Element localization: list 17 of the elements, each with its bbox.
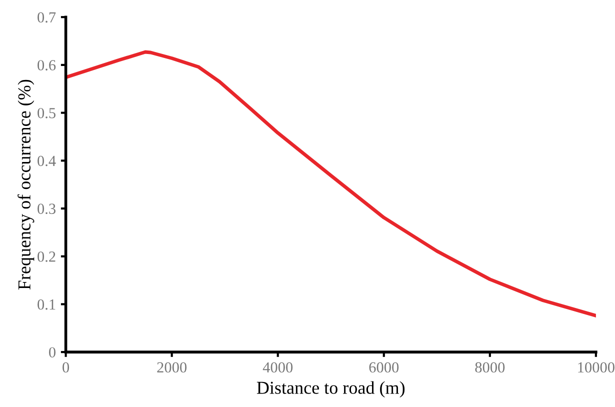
y-tick-label: 0 — [49, 347, 56, 358]
y-tick-label: 0.4 — [38, 156, 56, 166]
x-tick-label: 2000 — [157, 362, 187, 373]
line-series — [66, 50, 596, 318]
y-tick-label: 0.2 — [38, 251, 56, 262]
x-tick-label: 6000 — [369, 362, 399, 373]
y-tick-label: 0.3 — [38, 204, 56, 214]
x-axis-title: Distance to road (m) — [256, 381, 405, 398]
x-tick-label: 10000 — [578, 362, 614, 373]
y-tick-label: 0.6 — [38, 60, 56, 70]
y-axis-title: Frequency of occurrence (%) — [18, 80, 34, 290]
y-tick-label: 0.1 — [38, 299, 56, 310]
x-tick-label: 8000 — [475, 362, 505, 373]
y-tick-label: 0.5 — [38, 108, 56, 118]
x-tick-label: 0 — [62, 362, 70, 373]
x-tick-label: 4000 — [262, 362, 293, 373]
y-tick-label: 0.7 — [38, 12, 56, 23]
